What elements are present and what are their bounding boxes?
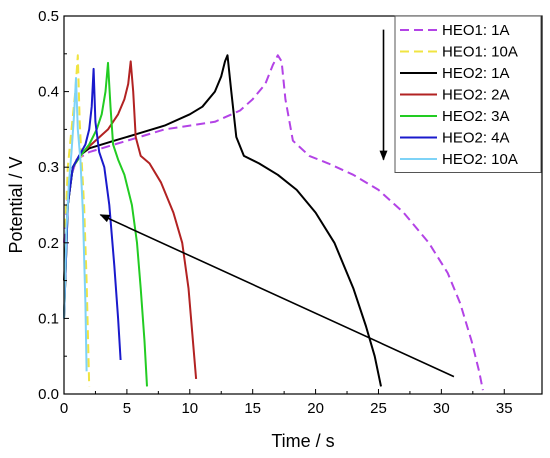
- legend-label-3: HEO2: 2A: [442, 87, 510, 104]
- y-tick-label-0: 0.0: [38, 386, 59, 403]
- y-tick-label-3: 0.3: [38, 159, 59, 176]
- legend-label-5: HEO2: 4A: [442, 130, 510, 147]
- series-line-6: [63, 77, 88, 372]
- annotation-arrow-0: [99, 214, 455, 378]
- y-tick-label-2: 0.2: [38, 235, 59, 252]
- legend-label-4: HEO2: 3A: [442, 108, 510, 125]
- legend: HEO1: 1A HEO1: 10A HEO2: 1A HEO2: 2A HEO2: 3…: [394, 15, 542, 173]
- legend-label-0: HEO1: 1A: [442, 22, 510, 39]
- annotation-layer: [99, 29, 455, 378]
- x-tick-label-5: 25: [370, 400, 387, 417]
- x-tick-label-4: 20: [307, 400, 324, 417]
- y-tick-label-5: 0.5: [38, 8, 59, 25]
- axes-layer: 0 5 10 15 20 25 30 35 0.0 0.1 0.2 0.3 0.4 0.5: [38, 8, 543, 417]
- legend-label-6: HEO2: 10A: [442, 151, 518, 168]
- x-tick-label-6: 30: [433, 400, 450, 417]
- y-tick-label-4: 0.4: [38, 84, 59, 101]
- y-tick-label-1: 0.1: [38, 310, 59, 327]
- y-axis-label: Potential / V: [6, 156, 26, 253]
- series-line-0: [63, 54, 484, 391]
- x-axis-label: Time / s: [271, 431, 334, 451]
- series-layer: [63, 54, 484, 391]
- x-tick-label-7: 35: [496, 400, 513, 417]
- series-line-5: [63, 67, 122, 361]
- legend-label-1: HEO1: 10A: [442, 44, 518, 61]
- x-tick-label-2: 10: [181, 400, 198, 417]
- x-tick-label-1: 5: [123, 400, 131, 417]
- x-tick-label-3: 15: [244, 400, 261, 417]
- x-tick-label-0: 0: [60, 400, 68, 417]
- legend-label-2: HEO2: 1A: [442, 65, 510, 82]
- series-line-2: [63, 54, 382, 387]
